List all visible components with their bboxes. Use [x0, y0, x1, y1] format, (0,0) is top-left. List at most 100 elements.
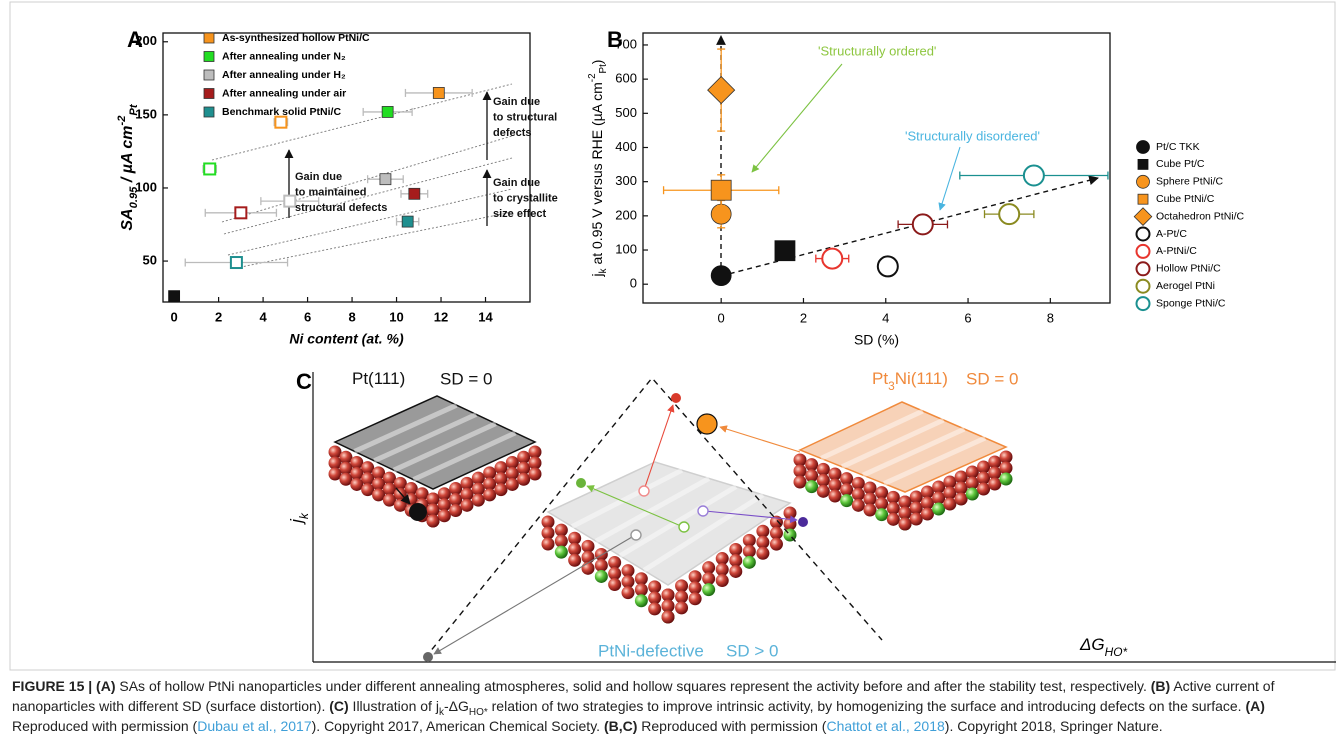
citation-link[interactable]: Chattot et al., 2018 — [826, 718, 945, 734]
atom — [528, 456, 542, 470]
atom — [382, 471, 396, 485]
surface — [546, 461, 792, 586]
arrow — [704, 510, 798, 524]
atom — [977, 471, 991, 485]
legend-marker — [1137, 193, 1149, 205]
figure: C jk ΔGHO* Pt(111) SD = 0 Pt3Ni(111) SD … — [9, 1, 1336, 671]
atom — [715, 574, 729, 588]
atom — [634, 583, 648, 597]
legend-label: Cube Pt/C — [1156, 158, 1205, 170]
arrow — [395, 487, 411, 505]
atom — [661, 588, 675, 602]
atom — [886, 512, 900, 526]
legend-marker — [1135, 261, 1151, 277]
atom — [756, 546, 770, 560]
atom — [840, 483, 854, 497]
atom — [648, 591, 662, 605]
atom — [339, 450, 353, 464]
legend-label: Aerogel PtNi — [1156, 280, 1215, 292]
atom — [769, 515, 783, 529]
atom — [988, 466, 1002, 480]
annotation: defects — [493, 127, 532, 139]
legend-label: After annealing under air — [222, 87, 346, 99]
atom — [505, 477, 519, 491]
atom — [863, 503, 877, 517]
atom — [361, 472, 375, 486]
atom — [361, 483, 375, 497]
atom — [460, 476, 474, 490]
atom — [541, 537, 555, 551]
atom — [494, 461, 508, 475]
y-tick-label: 100 — [135, 179, 157, 194]
surface-ripple — [819, 408, 924, 461]
atom — [554, 534, 568, 548]
atom — [621, 586, 635, 600]
atom — [756, 535, 770, 549]
x-tick-label: 0 — [718, 310, 725, 325]
atom — [404, 482, 418, 496]
trend-line — [227, 188, 513, 256]
atom — [449, 482, 463, 496]
data-point — [710, 203, 732, 225]
figure-frame — [9, 1, 1336, 671]
data-point — [821, 247, 844, 270]
atom — [932, 502, 946, 516]
atom — [729, 564, 743, 578]
atom — [382, 482, 396, 496]
atom — [999, 450, 1013, 464]
text-run: 3 — [888, 379, 895, 393]
text-run: 0.95 — [128, 186, 140, 209]
surface-ripple — [882, 435, 987, 486]
legend-label: Cube PtNi/C — [1156, 193, 1215, 205]
text-run: k — [598, 268, 609, 273]
atom — [339, 472, 353, 486]
caption-text: -ΔG — [443, 698, 469, 714]
atom — [742, 533, 756, 547]
trend-line — [223, 157, 513, 235]
atom — [437, 487, 451, 501]
text-run: k — [297, 512, 311, 519]
legend-marker — [203, 106, 215, 118]
atom — [886, 501, 900, 515]
atom — [328, 445, 342, 459]
atom — [932, 491, 946, 505]
legend-label: A-Pt/C — [1156, 228, 1187, 240]
atom — [608, 578, 622, 592]
atom — [675, 601, 689, 615]
atom — [382, 493, 396, 507]
atom — [449, 493, 463, 507]
panel-letter: B — [607, 27, 623, 52]
atom — [909, 490, 923, 504]
sd-label: SD = 0 — [440, 369, 492, 388]
caption-text: SAs of hollow PtNi nanoparticles under d… — [115, 678, 1151, 694]
atom — [471, 493, 485, 507]
data-point — [274, 115, 288, 129]
x-tick-label: 4 — [259, 309, 267, 324]
surface-ripple — [594, 476, 711, 544]
atom — [554, 545, 568, 559]
text-run: Pt — [598, 64, 609, 74]
dashed-guide — [720, 175, 1099, 277]
atom — [328, 467, 342, 481]
data-point — [381, 106, 394, 118]
atom — [816, 473, 830, 487]
x-tick-label: 14 — [478, 309, 493, 324]
atom — [851, 476, 865, 490]
citation-link[interactable]: Dubau et al., 2017 — [197, 718, 312, 734]
atom — [805, 480, 819, 494]
y-tick-label: 150 — [135, 106, 157, 121]
text-run: / µA cm — [119, 126, 136, 187]
atom — [528, 445, 542, 459]
atom — [920, 507, 934, 521]
caption-text: (B,C) — [603, 718, 638, 734]
atom — [702, 572, 716, 586]
atom — [742, 544, 756, 558]
x-tick-label: 0 — [171, 309, 178, 324]
legend-marker — [203, 88, 215, 99]
data-point — [408, 187, 421, 200]
text-run: HO* — [1105, 645, 1128, 659]
atom — [688, 592, 702, 606]
figure-caption: FIGURE 15 | (A) SAs of hollow PtNi nanop… — [12, 676, 1334, 736]
annotation: Gain due — [295, 171, 342, 183]
caption-text: ). Copyright 2018, Springer Nature. — [944, 718, 1163, 734]
